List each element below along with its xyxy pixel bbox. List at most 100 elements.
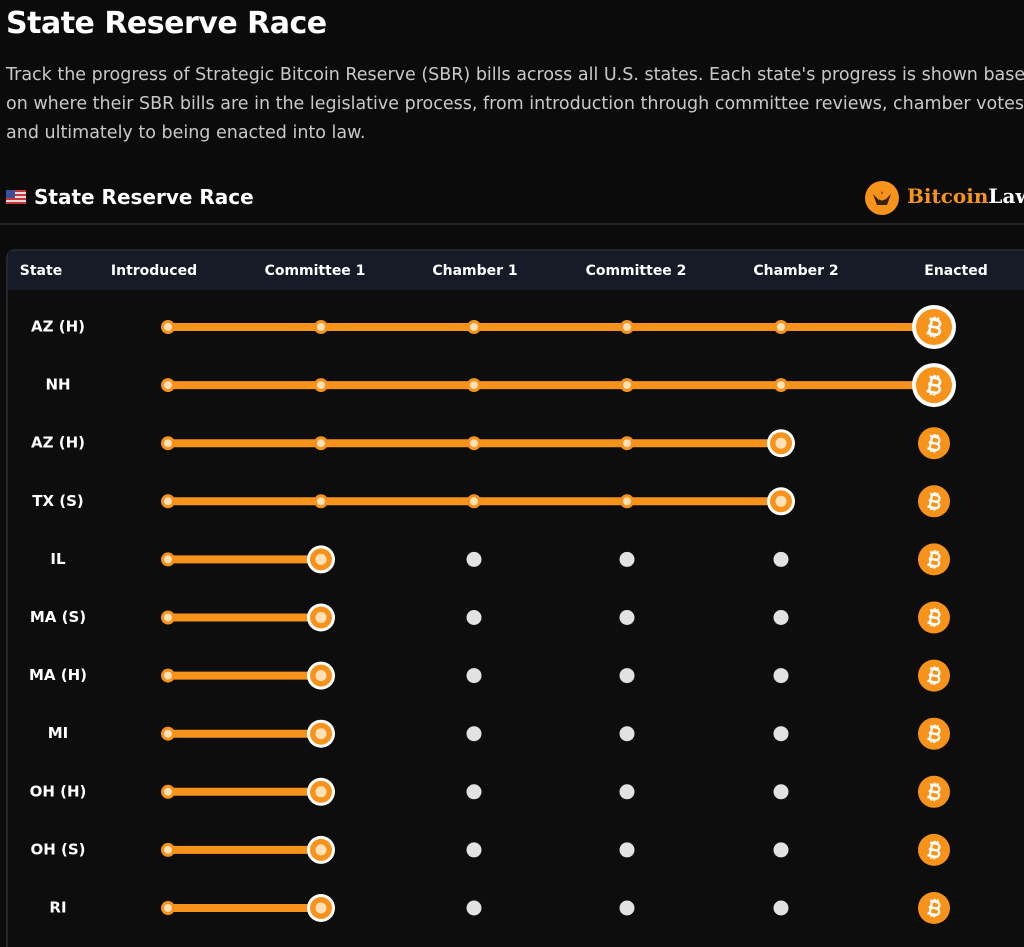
stage-current-center [775, 495, 787, 507]
stage-pending [466, 726, 482, 742]
stage-current-center [775, 437, 787, 449]
stage-current-center [315, 612, 327, 623]
stage-pending [466, 784, 482, 800]
stage-pending [619, 726, 635, 742]
stage-done-center [623, 323, 631, 331]
stage-pending [773, 726, 789, 742]
stage-done-center [623, 497, 631, 506]
bitcoin-glyph [927, 550, 941, 569]
stage-done-center [317, 323, 325, 331]
state-label: MA (S) [30, 608, 86, 626]
flag-icon [6, 190, 26, 204]
logo-suffix: Law [988, 184, 1024, 208]
state-label: AZ (H) [31, 318, 85, 336]
stage-done-center [164, 613, 172, 622]
stage-done-center [623, 439, 631, 448]
stage-done-center [164, 904, 172, 912]
stage-pending [466, 900, 482, 916]
stage-pending [619, 784, 635, 800]
stage-current-center [315, 786, 327, 798]
stage-done-center [777, 381, 785, 390]
stage-done-center [164, 381, 172, 390]
stage-pending [619, 551, 635, 567]
stage-current-center [315, 902, 327, 914]
bitcoin-glyph [927, 898, 941, 918]
stage-done-center [164, 555, 172, 564]
state-label: RI [49, 899, 66, 917]
stage-done-center [470, 323, 478, 331]
state-label: OH (S) [30, 840, 85, 858]
stage-current-center [315, 844, 327, 856]
section-title: State Reserve Race [34, 185, 254, 209]
bitcoin-glyph [927, 666, 941, 686]
stage-pending [619, 900, 635, 916]
stage-done-center [470, 497, 478, 506]
stage-done-center [164, 787, 172, 796]
stage-done-center [470, 439, 478, 448]
state-label: OH (H) [30, 782, 87, 800]
stage-done-center [164, 439, 172, 448]
column-header: Committee 1 [265, 263, 366, 279]
stage-pending [466, 842, 482, 858]
bitcoin-icon [912, 305, 956, 349]
table-header [8, 251, 1024, 290]
stage-done-center [164, 671, 172, 680]
logo[interactable]: BitcoinLaw [907, 184, 1024, 208]
stage-current-center [315, 728, 327, 740]
stage-current-center [315, 553, 327, 565]
stage-pending [466, 551, 482, 567]
bitcoin-icon [918, 833, 950, 866]
stage-pending [773, 842, 789, 858]
bitcoin-glyph [926, 316, 942, 338]
column-header: Chamber 1 [432, 263, 517, 279]
column-header: Committee 2 [586, 263, 687, 279]
stage-done-center [470, 381, 478, 390]
bitcoin-icon [918, 717, 950, 750]
bitcoin-icon [918, 601, 950, 634]
state-label: TX (S) [32, 492, 84, 510]
stage-done-center [777, 323, 785, 331]
stage-current-center [315, 670, 327, 682]
page-title: State Reserve Race [6, 6, 327, 41]
stage-done-center [164, 323, 172, 331]
bitcoin-glyph [927, 433, 941, 453]
bitcoin-glyph [927, 840, 941, 860]
state-label: MA (H) [29, 666, 87, 684]
bitcoin-icon [918, 485, 950, 518]
state-label: IL [50, 550, 66, 568]
bitcoin-icon [918, 659, 950, 692]
stage-done-center [164, 729, 172, 738]
column-header: State [20, 263, 62, 279]
stage-pending [773, 900, 789, 916]
stage-pending [466, 668, 482, 684]
bitcoin-glyph [927, 724, 941, 744]
column-header: Chamber 2 [753, 263, 838, 279]
bitcoin-icon [912, 363, 956, 408]
stage-pending [773, 610, 789, 625]
logo-brand: Bitcoin [907, 184, 989, 208]
stage-done-center [164, 845, 172, 854]
bitcoin-icon [918, 427, 950, 460]
bitcoin-icon [918, 543, 950, 576]
column-header: Introduced [111, 263, 197, 279]
table-frame [6, 249, 1024, 947]
stage-done-center [317, 439, 325, 448]
stage-pending [773, 784, 789, 800]
state-label: MI [48, 724, 69, 742]
stage-pending [619, 668, 635, 684]
bitcoin-icon [918, 892, 950, 924]
stage-pending [466, 610, 482, 625]
bitcoin-glyph [927, 491, 941, 511]
stage-done-center [164, 497, 172, 506]
stage-done-center [317, 497, 325, 506]
bitcoin-glyph [927, 608, 941, 628]
stage-pending [619, 842, 635, 858]
stage-pending [773, 551, 789, 567]
description: Track the progress of Strategic Bitcoin … [6, 65, 1024, 143]
state-label: AZ (H) [31, 434, 85, 452]
logo-icon [865, 181, 899, 215]
stage-pending [619, 610, 635, 625]
bitcoin-icon [918, 775, 950, 808]
